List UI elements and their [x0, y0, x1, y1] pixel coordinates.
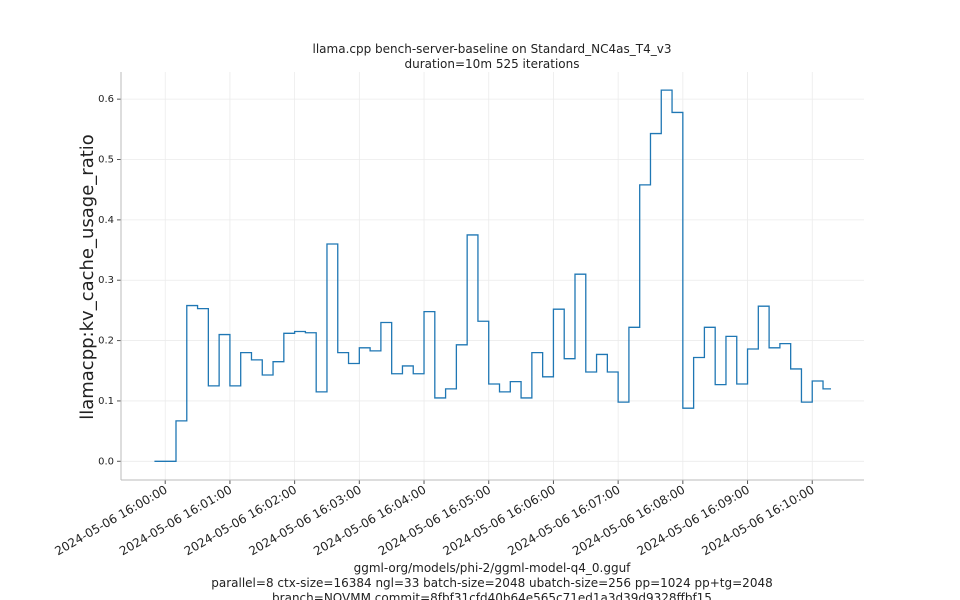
x-axis-label: parallel=8 ctx-size=16384 ngl=33 batch-s…	[211, 576, 772, 590]
x-tick-label: 2024-05-06 16:07:00	[505, 482, 622, 558]
x-tick-label: 2024-05-06 16:05:00	[376, 482, 493, 558]
y-axis-label: llamacpp:kv_cache_usage_ratio	[77, 134, 98, 420]
chart-title: llama.cpp bench-server-baseline on Stand…	[313, 42, 672, 56]
x-axis-label: ggml-org/models/phi-2/ggml-model-q4_0.gg…	[354, 561, 632, 575]
y-tick-label: 0.0	[98, 456, 114, 467]
y-tick-label: 0.5	[98, 155, 114, 166]
x-tick-label: 2024-05-06 16:10:00	[699, 482, 816, 558]
x-tick-label: 2024-05-06 16:06:00	[441, 482, 558, 558]
x-tick-label: 2024-05-06 16:02:00	[182, 482, 299, 558]
x-tick-label: 2024-05-06 16:00:00	[52, 482, 169, 558]
y-tick-label: 0.1	[98, 396, 114, 407]
data-line	[154, 89, 832, 462]
y-tick-label: 0.2	[98, 336, 114, 347]
y-tick-label: 0.4	[98, 215, 114, 226]
x-tick-label: 2024-05-06 16:04:00	[311, 482, 428, 558]
y-tick-label: 0.6	[98, 94, 114, 105]
x-tick-label: 2024-05-06 16:08:00	[570, 482, 687, 558]
x-tick-label: 2024-05-06 16:03:00	[246, 482, 363, 558]
chart-subtitle: duration=10m 525 iterations	[405, 57, 580, 71]
x-tick-label: 2024-05-06 16:01:00	[117, 482, 234, 558]
y-tick-label: 0.3	[98, 275, 114, 286]
x-tick-label: 2024-05-06 16:09:00	[635, 482, 752, 558]
x-axis-label: branch=NOVMM commit=8fbf31cfd40b64e565c7…	[272, 591, 712, 600]
